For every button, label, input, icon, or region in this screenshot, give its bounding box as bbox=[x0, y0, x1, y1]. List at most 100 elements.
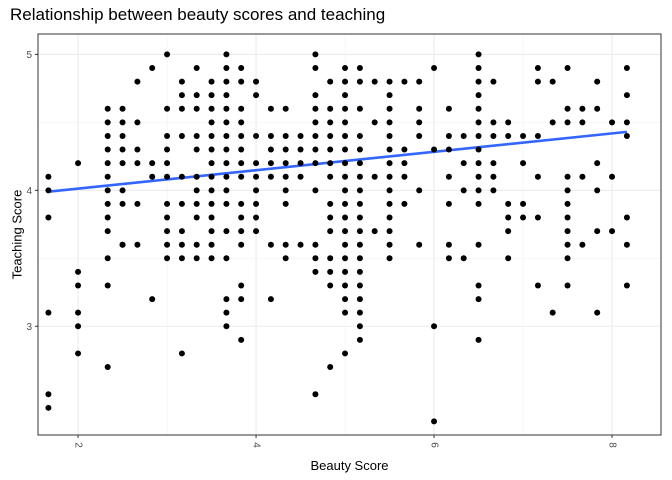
data-point bbox=[431, 64, 438, 71]
data-point bbox=[342, 282, 349, 289]
data-point bbox=[579, 241, 586, 248]
data-point bbox=[475, 160, 482, 167]
data-point bbox=[327, 160, 334, 167]
data-point bbox=[505, 119, 512, 126]
data-point bbox=[312, 391, 319, 398]
data-point bbox=[342, 119, 349, 126]
data-point bbox=[193, 173, 200, 180]
data-point bbox=[534, 64, 541, 71]
x-tick-label: 8 bbox=[606, 442, 617, 448]
data-point bbox=[253, 228, 260, 235]
data-point bbox=[594, 78, 601, 85]
data-point bbox=[505, 132, 512, 139]
data-point bbox=[475, 282, 482, 289]
data-point bbox=[490, 160, 497, 167]
data-point bbox=[193, 64, 200, 71]
data-point bbox=[223, 296, 230, 303]
data-point bbox=[386, 214, 393, 221]
data-point bbox=[223, 309, 230, 316]
data-point bbox=[238, 173, 245, 180]
data-point bbox=[238, 64, 245, 71]
data-point bbox=[534, 132, 541, 139]
trend-line-layer bbox=[48, 130, 628, 193]
data-point bbox=[75, 160, 82, 167]
data-point bbox=[342, 296, 349, 303]
data-point bbox=[119, 119, 126, 126]
data-point bbox=[342, 105, 349, 112]
data-point bbox=[238, 282, 245, 289]
data-point bbox=[178, 350, 185, 357]
data-point bbox=[386, 228, 393, 235]
data-point bbox=[45, 391, 52, 398]
data-point bbox=[490, 173, 497, 180]
data-point bbox=[356, 255, 363, 262]
data-point bbox=[164, 214, 171, 221]
data-point bbox=[104, 173, 111, 180]
data-point bbox=[104, 160, 111, 167]
data-point bbox=[342, 132, 349, 139]
data-point bbox=[312, 255, 319, 262]
data-point bbox=[505, 255, 512, 262]
data-point bbox=[490, 132, 497, 139]
data-point bbox=[356, 105, 363, 112]
data-point bbox=[549, 309, 556, 316]
data-point bbox=[342, 64, 349, 71]
data-point bbox=[534, 78, 541, 85]
data-point bbox=[223, 160, 230, 167]
data-point bbox=[134, 200, 141, 207]
data-point bbox=[312, 241, 319, 248]
data-point bbox=[534, 173, 541, 180]
data-point bbox=[238, 296, 245, 303]
data-point bbox=[356, 160, 363, 167]
data-point bbox=[327, 268, 334, 275]
data-point bbox=[431, 323, 438, 330]
data-point bbox=[223, 173, 230, 180]
data-point bbox=[267, 173, 274, 180]
data-point bbox=[416, 241, 423, 248]
data-point bbox=[594, 228, 601, 235]
data-points bbox=[45, 51, 630, 425]
data-point bbox=[223, 51, 230, 58]
data-point bbox=[178, 255, 185, 262]
data-point bbox=[623, 282, 630, 289]
data-point bbox=[223, 255, 230, 262]
data-point bbox=[238, 132, 245, 139]
data-point bbox=[401, 78, 408, 85]
data-point bbox=[193, 255, 200, 262]
data-point bbox=[208, 200, 215, 207]
data-point bbox=[45, 404, 52, 411]
data-point bbox=[223, 187, 230, 194]
data-point bbox=[475, 336, 482, 343]
data-point bbox=[104, 282, 111, 289]
data-point bbox=[460, 255, 467, 262]
data-point bbox=[490, 119, 497, 126]
data-point bbox=[594, 309, 601, 316]
data-point bbox=[164, 132, 171, 139]
data-point bbox=[149, 64, 156, 71]
data-point bbox=[564, 187, 571, 194]
data-point bbox=[312, 268, 319, 275]
data-point bbox=[134, 146, 141, 153]
data-point bbox=[282, 241, 289, 248]
data-point bbox=[75, 323, 82, 330]
data-point bbox=[327, 214, 334, 221]
data-point bbox=[342, 92, 349, 99]
data-point bbox=[623, 132, 630, 139]
data-point bbox=[178, 92, 185, 99]
data-point bbox=[104, 105, 111, 112]
data-point bbox=[386, 119, 393, 126]
data-point bbox=[475, 200, 482, 207]
data-point bbox=[267, 105, 274, 112]
data-point bbox=[371, 173, 378, 180]
data-point bbox=[312, 187, 319, 194]
data-point bbox=[490, 187, 497, 194]
data-point bbox=[223, 78, 230, 85]
data-point bbox=[520, 200, 527, 207]
data-point bbox=[193, 241, 200, 248]
data-point bbox=[549, 78, 556, 85]
data-point bbox=[520, 214, 527, 221]
data-point bbox=[549, 119, 556, 126]
data-point bbox=[327, 146, 334, 153]
data-point bbox=[356, 146, 363, 153]
data-point bbox=[594, 105, 601, 112]
